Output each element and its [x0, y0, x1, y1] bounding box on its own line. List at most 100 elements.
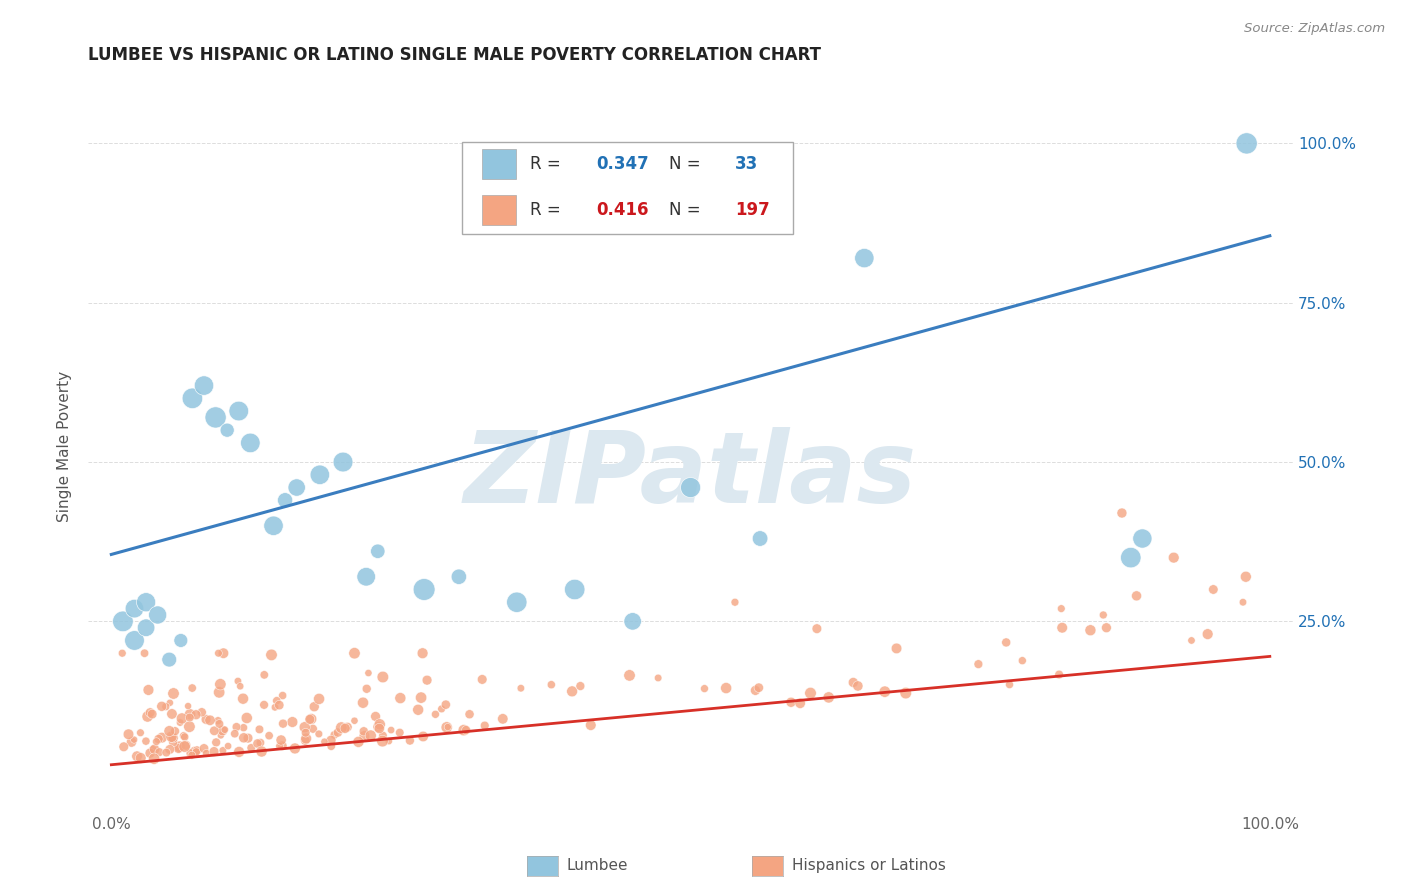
Point	[693, 681, 716, 696]
Point	[333, 721, 356, 735]
Point	[226, 674, 249, 689]
Point	[173, 739, 195, 754]
Point	[271, 739, 294, 753]
Point	[399, 733, 422, 747]
Point	[332, 455, 354, 469]
FancyBboxPatch shape	[482, 149, 516, 178]
Point	[250, 745, 273, 759]
Point	[155, 746, 177, 760]
Point	[540, 678, 562, 692]
Point	[125, 749, 148, 764]
Point	[1236, 136, 1258, 151]
Point	[138, 682, 160, 697]
Point	[139, 746, 162, 760]
Point	[357, 666, 380, 681]
Point	[295, 731, 318, 746]
Point	[274, 493, 297, 508]
Point	[434, 698, 457, 712]
Point	[326, 725, 349, 739]
Point	[263, 518, 285, 533]
Point	[356, 681, 378, 696]
Point	[281, 714, 304, 729]
Point	[302, 699, 325, 714]
Point	[416, 673, 439, 687]
Point	[1047, 667, 1070, 681]
Y-axis label: Single Male Poverty: Single Male Poverty	[58, 370, 72, 522]
Point	[249, 723, 271, 737]
Point	[302, 722, 325, 736]
Point	[998, 677, 1021, 691]
Point	[314, 734, 336, 748]
Point	[509, 681, 531, 696]
Point	[186, 745, 208, 759]
Point	[205, 735, 228, 749]
Point	[229, 679, 252, 693]
Point	[198, 713, 221, 727]
Point	[352, 696, 374, 710]
Point	[1125, 589, 1147, 603]
Point	[367, 544, 389, 558]
Point	[212, 646, 235, 660]
Point	[135, 595, 157, 609]
Point	[799, 686, 821, 700]
Point	[266, 694, 288, 708]
Point	[160, 730, 183, 744]
Point	[894, 686, 917, 700]
Point	[354, 570, 377, 584]
Point	[561, 684, 583, 698]
Point	[294, 725, 316, 739]
Point	[270, 733, 292, 747]
Point	[368, 717, 391, 731]
Point	[141, 707, 163, 722]
Point	[647, 671, 669, 685]
Point	[157, 652, 180, 666]
Point	[202, 723, 225, 738]
Point	[180, 748, 202, 763]
Point	[260, 648, 283, 662]
Point	[308, 467, 330, 482]
Point	[1095, 621, 1118, 635]
Point	[886, 641, 908, 656]
Text: N =: N =	[669, 155, 706, 173]
Point	[246, 737, 269, 751]
Point	[129, 751, 152, 765]
Text: 33: 33	[735, 155, 758, 173]
Point	[181, 392, 204, 406]
Point	[353, 724, 375, 739]
Text: ZIPatlas: ZIPatlas	[464, 427, 917, 524]
Point	[425, 707, 447, 722]
Text: LUMBEE VS HISPANIC OR LATINO SINGLE MALE POVERTY CORRELATION CHART: LUMBEE VS HISPANIC OR LATINO SINGLE MALE…	[89, 46, 821, 64]
Point	[389, 691, 412, 706]
Point	[714, 681, 737, 695]
Point	[134, 646, 156, 660]
Point	[1234, 570, 1257, 584]
Point	[1050, 621, 1073, 635]
Point	[1180, 633, 1202, 648]
Point	[679, 481, 702, 495]
Point	[169, 739, 191, 754]
Point	[160, 731, 183, 746]
Point	[129, 725, 152, 739]
Point	[406, 703, 429, 717]
Text: R =: R =	[530, 155, 567, 173]
Point	[412, 730, 434, 744]
Point	[364, 709, 387, 723]
Point	[195, 712, 218, 726]
Point	[208, 717, 231, 731]
Point	[806, 622, 828, 636]
Point	[995, 635, 1018, 649]
Point	[232, 731, 254, 745]
Point	[471, 673, 494, 687]
Point	[271, 689, 294, 703]
Point	[179, 710, 201, 724]
Point	[148, 731, 170, 746]
Point	[967, 657, 990, 672]
Point	[619, 668, 641, 682]
Point	[135, 734, 157, 748]
Point	[336, 720, 359, 734]
Point	[1080, 624, 1102, 638]
Point	[1050, 601, 1073, 615]
Point	[413, 582, 436, 597]
Point	[298, 712, 321, 726]
Point	[181, 681, 204, 695]
